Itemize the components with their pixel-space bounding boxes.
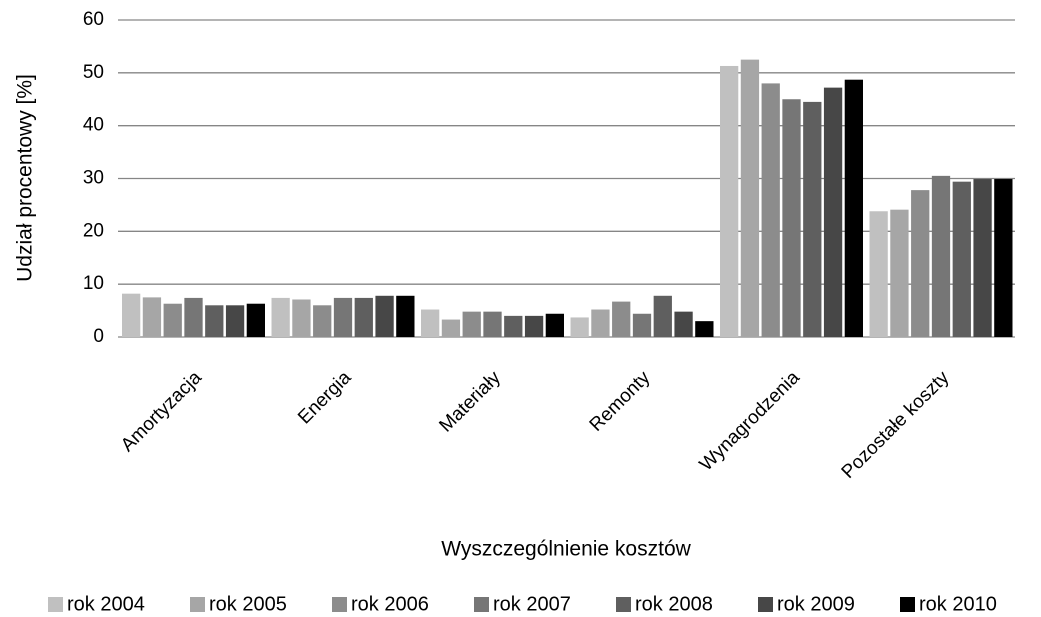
legend-label: rok 2006 [351,593,429,615]
legend-swatch [474,597,489,612]
bar [803,101,822,338]
bar [421,309,440,337]
bar [761,83,780,338]
bar [142,297,162,337]
bar [545,313,564,337]
legend-swatch [48,597,63,612]
bar [163,303,182,337]
bar [994,179,1013,337]
legend-swatch [190,597,205,612]
legend-label: rok 2007 [493,593,571,615]
bar [952,181,971,337]
x-tick-label: Wynagrodzenia [696,367,804,475]
bar [695,321,714,337]
bar [246,303,265,337]
legend-swatch [900,597,915,612]
y-tick-label: 10 [83,273,104,294]
bar [375,295,394,337]
legend-label: rok 2008 [635,593,713,615]
bar [271,297,290,337]
x-tick-label: Energia [294,367,355,428]
bar [524,315,544,337]
legend-swatch [758,597,773,612]
x-tick-label: Pozostałe koszty [838,367,954,483]
bar [782,99,801,337]
bar [396,295,415,337]
x-tick-label: Remonty [586,367,655,436]
bar [911,190,930,337]
bar [292,299,311,337]
bar [844,79,863,338]
y-tick-label: 20 [83,220,104,241]
bar [205,305,224,337]
bar [931,175,951,337]
bar [225,305,245,337]
bar [483,311,502,337]
bar [823,87,843,337]
x-tick-label: Amortyzacja [117,367,206,456]
legend-swatch [332,597,347,612]
bar [333,297,353,337]
y-tick-label: 40 [83,115,104,136]
bar [653,295,672,337]
bar [504,315,523,337]
bar [720,65,739,337]
bar [740,59,760,337]
bar [313,305,332,337]
y-axis-label: Udział procentowy [%] [14,74,37,282]
bar [354,297,373,337]
bar [441,319,461,337]
legend-label: rok 2009 [777,593,855,615]
bar [973,179,992,337]
bar [632,313,652,337]
y-tick-label: 0 [93,326,104,347]
bar [462,311,481,337]
bar [591,309,610,337]
legend-swatch [616,597,631,612]
y-tick-label: 50 [83,62,104,83]
bar [122,293,141,337]
x-axis-label: Wyszczególnienie kosztów [441,538,691,561]
bar [674,311,693,337]
bar [869,211,888,337]
bar [570,317,589,337]
legend-label: rok 2005 [209,593,287,615]
legend-label: rok 2004 [67,593,145,615]
bar [612,301,631,337]
bar [890,209,909,337]
y-tick-label: 30 [83,168,104,189]
x-tick-label: Materiały [435,367,505,437]
bar [184,297,203,337]
legend-label: rok 2010 [919,593,997,615]
y-tick-label: 60 [83,9,104,30]
